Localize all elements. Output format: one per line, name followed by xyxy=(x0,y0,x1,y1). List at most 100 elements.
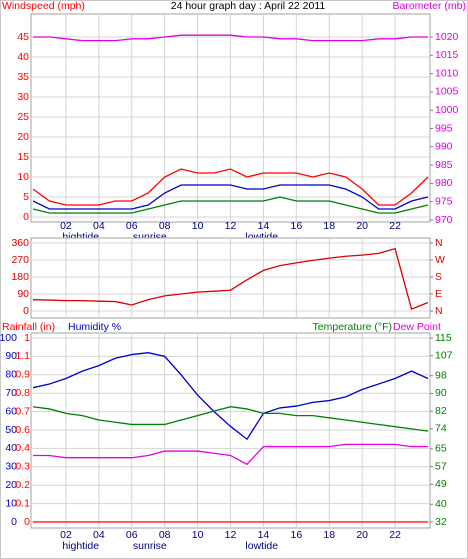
y-tick-label: 180 xyxy=(11,271,29,283)
y-tick-label: 360 xyxy=(11,237,29,249)
y2-tick-label: E xyxy=(435,288,442,300)
y-tick-label: 90 xyxy=(17,288,29,300)
x-tick-label: 02 xyxy=(60,529,72,541)
y2-tick-label: 1015 xyxy=(435,49,459,61)
x-tick-label: 08 xyxy=(159,220,171,232)
series-line xyxy=(32,352,429,441)
y2-tick-label: 32 xyxy=(435,516,447,528)
y3-tick-label: 0.7 xyxy=(15,405,30,417)
x-tick-label: 08 xyxy=(159,529,171,541)
series-line xyxy=(32,406,429,432)
y-tick-label: 0 xyxy=(23,305,29,317)
y2-tick-label: 975 xyxy=(435,195,453,207)
y2-tick-label: 57 xyxy=(435,460,447,472)
x-tick-label: 06 xyxy=(126,220,138,232)
x-tick-label: 04 xyxy=(93,220,105,232)
y-tick-label: 80 xyxy=(5,369,17,381)
series-line xyxy=(33,34,428,42)
y-tick-label: 15 xyxy=(17,151,29,163)
y-tick-label: 10 xyxy=(17,171,29,183)
y3-tick-label: 0.8 xyxy=(15,387,30,399)
y-tick-label: 30 xyxy=(17,91,29,103)
y2-tick-label: 980 xyxy=(435,177,453,189)
y2-tick-label: 98 xyxy=(435,369,447,381)
y-tick-label: 70 xyxy=(5,387,17,399)
chart-title: 24 hour graph day : April 22 2011 xyxy=(171,0,326,12)
y2-tick-label: 1000 xyxy=(435,104,459,116)
series-line xyxy=(32,184,429,210)
annotation: hightide xyxy=(62,540,99,552)
legend-humidity: Humidity % xyxy=(68,321,121,333)
series-line xyxy=(32,196,429,214)
y2-tick-label: 115 xyxy=(435,332,452,344)
y2-tick-label: N xyxy=(435,305,443,317)
y3-tick-label: 0.2 xyxy=(15,479,30,491)
y-tick-label: 40 xyxy=(17,51,29,63)
y2-tick-label: 1020 xyxy=(435,31,459,43)
y-tick-label: 0 xyxy=(11,516,17,528)
y2-tick-label: 1010 xyxy=(435,67,459,79)
x-tick-label: 06 xyxy=(126,529,138,541)
y-axis-label: Windspeed (mph) xyxy=(2,0,85,12)
y-tick-label: 25 xyxy=(17,111,29,123)
y-tick-label: 45 xyxy=(17,31,29,43)
y-tick-label: 60 xyxy=(5,405,17,417)
x-tick-label: 22 xyxy=(389,529,401,541)
y2-tick-label: W xyxy=(435,254,445,266)
x-tick-label: 10 xyxy=(192,529,204,541)
y-tick-label: 35 xyxy=(17,71,29,83)
x-tick-label: 14 xyxy=(258,529,270,541)
y3-tick-label: 0 xyxy=(24,516,30,528)
y-tick-label: 0 xyxy=(23,211,29,223)
y2-tick-label: 985 xyxy=(435,159,453,171)
x-tick-label: 04 xyxy=(93,529,105,541)
series-line xyxy=(32,247,429,310)
x-tick-label: 16 xyxy=(290,220,302,232)
series-line xyxy=(32,168,429,206)
y2-tick-label: 40 xyxy=(435,498,447,510)
y3-tick-label: 1.1 xyxy=(15,350,30,362)
x-tick-label: 12 xyxy=(225,529,237,541)
x-tick-label: 20 xyxy=(356,220,368,232)
legend-dew-point: Dew Point xyxy=(393,321,441,333)
y-tick-label: 50 xyxy=(5,424,17,436)
legend-temperature: Temperature (°F) xyxy=(313,321,392,333)
y2-tick-label: S xyxy=(435,271,442,283)
y2-tick-label: N xyxy=(435,237,443,249)
x-tick-label: 20 xyxy=(356,529,368,541)
x-tick-label: 02 xyxy=(60,220,72,232)
y-tick-label: 20 xyxy=(17,131,29,143)
y2-tick-label: 74 xyxy=(435,423,447,435)
y2-axis-label: Barometer (mb) xyxy=(392,0,466,12)
y3-tick-label: 0.9 xyxy=(15,369,30,381)
annotation: sunrise xyxy=(133,540,167,552)
x-tick-label: 14 xyxy=(258,220,270,232)
y-tick-label: 270 xyxy=(11,254,29,266)
legend-rainfall: Rainfall (in) xyxy=(2,321,55,333)
y-tick-label: 20 xyxy=(5,479,17,491)
y2-tick-label: 970 xyxy=(435,214,453,226)
y2-tick-label: 1005 xyxy=(435,86,459,98)
y2-tick-label: 990 xyxy=(435,141,453,153)
x-tick-label: 18 xyxy=(323,529,335,541)
y2-tick-label: 90 xyxy=(435,387,447,399)
y-tick-label: 100 xyxy=(0,332,17,344)
y2-tick-label: 82 xyxy=(435,405,447,417)
y2-tick-label: 995 xyxy=(435,122,453,134)
series-line xyxy=(33,443,428,466)
x-tick-label: 22 xyxy=(389,220,401,232)
y-tick-label: 90 xyxy=(5,350,17,362)
y-tick-label: 10 xyxy=(5,497,17,509)
x-tick-label: 18 xyxy=(323,220,335,232)
y2-tick-label: 49 xyxy=(435,478,447,490)
annotation: lowtide xyxy=(245,540,278,552)
y3-tick-label: 1 xyxy=(24,332,30,344)
y3-tick-label: 0.1 xyxy=(15,497,30,509)
y2-tick-label: 107 xyxy=(435,350,453,362)
x-tick-label: 16 xyxy=(290,529,302,541)
y3-tick-label: 0.3 xyxy=(15,461,30,473)
y3-tick-label: 0.6 xyxy=(15,424,30,436)
y3-tick-label: 0.4 xyxy=(15,442,30,454)
y-tick-label: 5 xyxy=(23,191,29,203)
